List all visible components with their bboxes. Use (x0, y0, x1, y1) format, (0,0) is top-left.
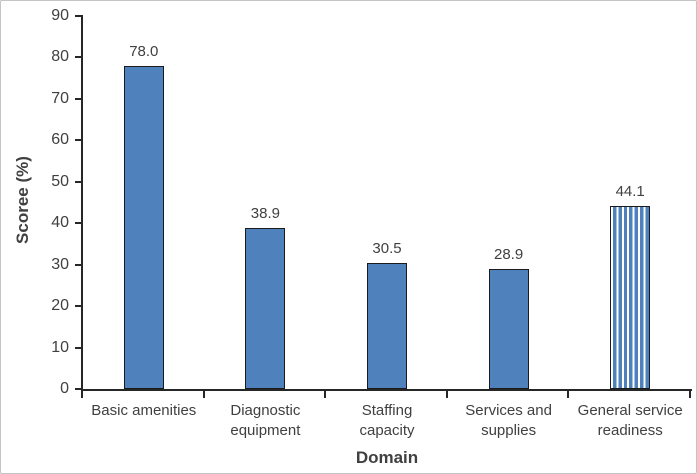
y-tick-label: 90 (51, 7, 69, 24)
x-tick-mark (202, 391, 205, 398)
x-tick-mark (324, 391, 327, 398)
y-tick-label: 40 (51, 214, 69, 232)
bar-value-label: 44.1 (615, 183, 645, 201)
y-tick-mark (75, 222, 82, 225)
y-tick-mark (75, 139, 82, 142)
category-label: General service readiness (577, 402, 683, 439)
y-tick-mark (75, 15, 82, 17)
bar-1 (123, 65, 164, 389)
y-tick-mark (75, 346, 82, 349)
y-tick-mark (75, 180, 82, 183)
y-tick-mark (75, 56, 82, 59)
bar-2 (245, 227, 286, 389)
x-tick-mark (81, 391, 83, 398)
y-tick-mark (75, 263, 82, 266)
y-tick-mark (75, 305, 82, 308)
bar-value-label: 28.9 (493, 246, 524, 264)
y-tick-mark (75, 388, 82, 390)
y-tick-mark (75, 97, 82, 100)
category-label: Services and supplies (465, 402, 552, 439)
category-label: Staffing capacity (359, 402, 415, 439)
bar-4 (488, 269, 529, 389)
x-axis-line (81, 389, 692, 391)
x-axis-title: Domain (355, 448, 419, 467)
y-tick-label: 30 (51, 255, 69, 273)
y-tick-label: 20 (51, 297, 69, 315)
y-tick-label: 0 (60, 380, 69, 397)
y-tick-label: 70 (51, 89, 69, 107)
x-tick-mark (445, 391, 448, 398)
y-tick-label: 50 (51, 172, 69, 190)
y-tick-label: 80 (51, 48, 69, 66)
y-tick-label: 10 (51, 338, 69, 356)
bar-3 (367, 262, 407, 389)
category-label: Basic amenities (91, 402, 197, 419)
category-label: Diagnostic equipment (230, 402, 301, 439)
bar-value-label: 38.9 (250, 204, 280, 222)
x-tick-mark (567, 391, 570, 398)
y-tick-label: 60 (51, 131, 69, 149)
y-axis-line (81, 15, 83, 391)
bar-5 (610, 206, 651, 389)
bar-value-label: 78.0 (129, 42, 159, 60)
bar-value-label: 30.5 (372, 239, 402, 257)
x-tick-mark (689, 391, 691, 398)
